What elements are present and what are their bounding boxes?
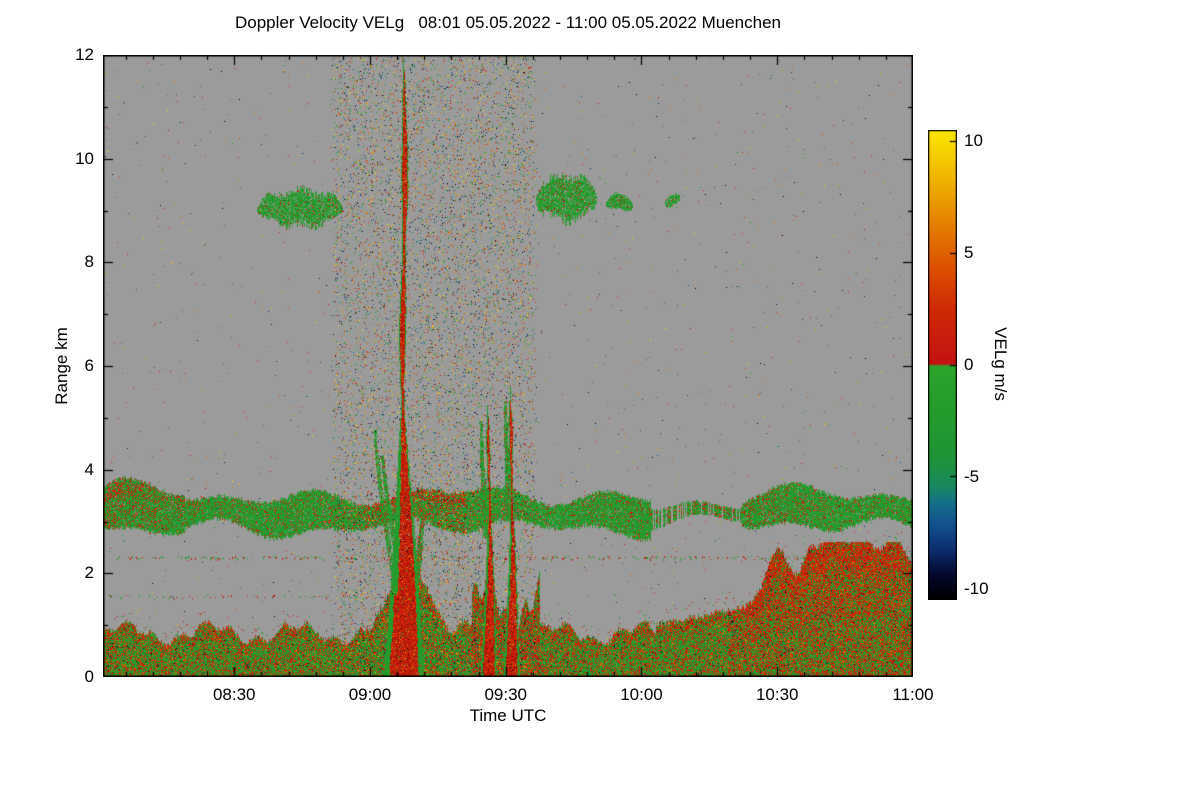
colorbar-tick-label: 5 [964,243,974,263]
x-tick-label: 09:00 [348,685,392,704]
colorbar [928,130,957,600]
colorbar-tick-label: 0 [964,355,974,374]
x-tick-label: 10:30 [755,685,799,704]
y-tick-label: 0 [84,667,94,686]
x-axis-label: Time UTC [469,706,547,725]
colorbar-tick-label: -5 [964,466,980,486]
y-tick-label: 4 [84,459,94,479]
chart-title: Doppler Velocity VELg 08:01 05.05.2022 -… [235,13,781,32]
y-tick-label: 8 [84,252,94,272]
x-tick-label: 08:30 [212,685,256,704]
colorbar-tick-label: 10 [964,131,983,151]
y-tick-label: 2 [84,563,94,583]
heatmap-plot-area [103,55,913,677]
x-tick-label: 10:00 [620,685,663,704]
colorbar-tick-label: -10 [964,578,989,598]
y-tick-label: 10 [75,148,94,168]
y-tick-label: 12 [75,45,94,64]
y-tick-label: 6 [84,356,94,375]
x-tick-label: 09:30 [484,685,527,704]
x-tick-label: 11:00 [892,685,934,704]
